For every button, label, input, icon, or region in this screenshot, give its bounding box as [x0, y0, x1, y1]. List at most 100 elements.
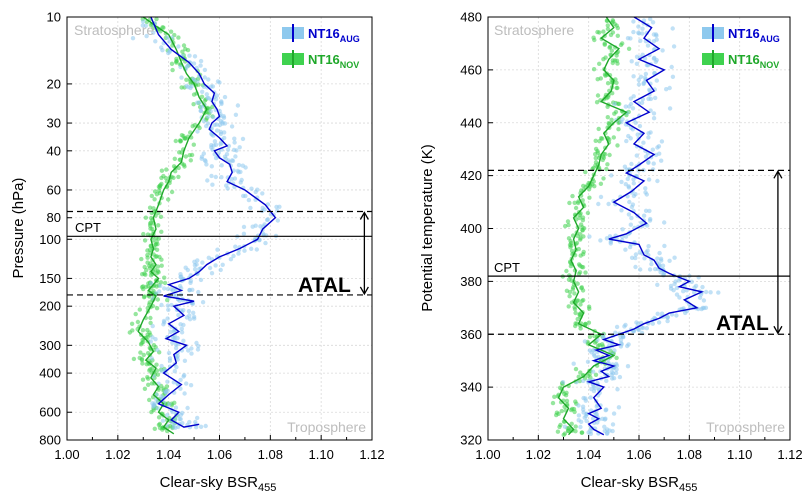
theta-nov-point — [572, 305, 577, 310]
pressure-nov-point — [133, 311, 138, 317]
pressure-legend-nov-main: NT16 — [308, 52, 340, 67]
theta-aug-point — [638, 38, 643, 43]
pressure-aug-point — [171, 380, 176, 385]
pressure-nov-point — [184, 77, 189, 83]
pressure-aug-point — [229, 124, 235, 129]
pressure-nov-point — [141, 352, 146, 358]
theta-nov-point — [573, 310, 578, 316]
theta-aug-point — [651, 116, 657, 121]
pressure-aug-point — [232, 140, 237, 145]
pressure-nov-point — [141, 339, 146, 345]
pressure-legend-aug-main: NT16 — [308, 26, 340, 41]
pressure-aug-point — [218, 267, 223, 273]
theta-nov-point — [567, 273, 572, 278]
theta-aug-point — [628, 222, 633, 227]
theta-nov-point — [572, 200, 577, 205]
pressure-aug-point — [216, 150, 221, 155]
pressure-aug-point — [218, 118, 224, 124]
theta-aug-point — [670, 26, 675, 31]
pressure-aug-point — [148, 339, 153, 344]
theta-aug-point — [622, 164, 628, 169]
theta-nov-point — [573, 323, 578, 329]
theta-aug-point — [637, 123, 643, 129]
pressure-aug-point — [178, 386, 183, 391]
theta-aug-point — [598, 238, 603, 243]
pressure-aug-point — [208, 84, 214, 89]
pressure-nov-point — [152, 426, 157, 431]
pressure-aug-point — [195, 347, 201, 352]
theta-aug-point — [606, 201, 611, 207]
pressure-aug-point — [207, 265, 213, 271]
theta-reference-lines — [488, 169, 790, 335]
theta-aug-point — [623, 182, 628, 187]
pressure-aug-point — [155, 406, 160, 411]
theta-aug-point — [665, 314, 670, 320]
pressure-aug-point — [170, 409, 175, 415]
pressure-nov-point — [183, 154, 188, 159]
theta-nov-point — [593, 155, 598, 161]
pressure-xtick-label: 1.04 — [156, 447, 181, 462]
theta-nov-point — [593, 372, 599, 377]
theta-aug-point — [683, 310, 688, 316]
theta-aug-point — [631, 94, 636, 99]
theta-nov-point — [611, 135, 616, 140]
theta-nov-point — [577, 312, 582, 317]
pressure-nov-point — [179, 133, 185, 138]
pressure-aug-point — [176, 312, 181, 318]
theta-nov-point — [570, 287, 576, 292]
pressure-aug-point — [165, 303, 171, 308]
pressure-nov-point — [180, 49, 185, 54]
pressure-nov-point — [148, 226, 153, 231]
theta-aug-point — [590, 416, 596, 421]
theta-nov-point — [562, 391, 567, 397]
theta-y-axis-title: Potential temperature (K) — [419, 144, 436, 312]
pressure-nov-point — [138, 350, 143, 355]
pressure-aug-point — [153, 337, 158, 342]
pressure-aug-point — [200, 300, 206, 305]
pressure-aug-point — [215, 247, 220, 252]
pressure-aug-point — [205, 178, 210, 183]
pressure-nov-point — [174, 60, 179, 65]
pressure-aug-point — [187, 53, 192, 58]
pressure-nov-point — [181, 162, 187, 167]
pressure-aug-point — [185, 267, 190, 273]
theta-aug-point — [606, 347, 612, 352]
pressure-reference-lines — [67, 210, 372, 296]
pressure-nov-point — [145, 332, 150, 337]
theta-nov-point — [617, 101, 622, 107]
theta-aug-point — [617, 374, 623, 380]
pressure-aug-profile-line — [150, 16, 277, 428]
pressure-aug-point — [215, 79, 221, 84]
pressure-aug-point — [159, 368, 165, 374]
pressure-aug-point — [228, 257, 234, 262]
theta-aug-point — [612, 101, 617, 107]
pressure-aug-point — [196, 343, 201, 349]
theta-x-axis-title-sub: 455 — [679, 482, 697, 494]
theta-nov-point — [598, 181, 604, 186]
theta-aug-point — [610, 422, 616, 427]
pressure-aug-point — [167, 356, 173, 361]
pressure-aug-point — [169, 302, 174, 308]
theta-aug-point — [635, 132, 640, 137]
pressure-atal-label: ATAL — [298, 274, 351, 297]
pressure-aug-point — [180, 421, 185, 426]
pressure-aug-point — [199, 156, 204, 161]
theta-aug-point — [646, 177, 652, 182]
theta-aug-point — [582, 339, 588, 344]
theta-aug-point — [667, 85, 672, 91]
pressure-aug-point — [168, 329, 173, 335]
pressure-legend-aug-sub: AUG — [340, 34, 360, 44]
theta-legend-aug-text: NT16AUG — [728, 26, 780, 44]
pressure-nov-point — [154, 306, 160, 311]
pressure-nov-point — [192, 122, 197, 128]
theta-aug-point — [609, 173, 614, 178]
theta-nov-point — [595, 77, 600, 82]
pressure-aug-points — [130, 19, 282, 430]
theta-nov-point — [602, 42, 607, 47]
theta-nov-point — [580, 288, 586, 293]
theta-aug-point — [628, 36, 633, 41]
pressure-aug-point — [192, 54, 198, 59]
pressure-aug-point — [185, 405, 190, 411]
theta-nov-point — [615, 61, 620, 66]
pressure-nov-point — [178, 138, 184, 144]
